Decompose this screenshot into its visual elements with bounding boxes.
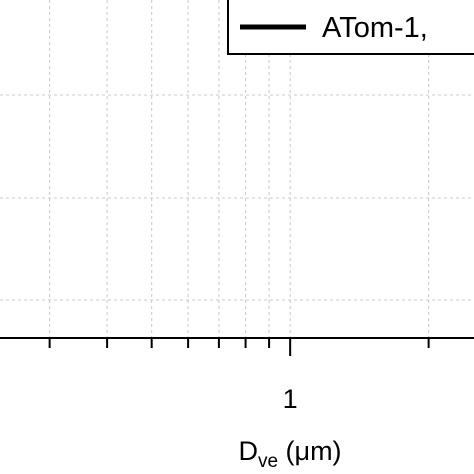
y-grid <box>0 94 474 301</box>
legend-label: ATom-1, <box>322 12 428 44</box>
x-label-main: D <box>238 436 258 466</box>
x-label-rest: (μm) <box>278 436 342 466</box>
legend: ATom-1, <box>227 0 474 55</box>
x-axis-label: Dve (μm) <box>238 436 341 472</box>
x-ticks: 1 <box>48 338 430 414</box>
x-grid <box>49 0 430 338</box>
x-tick-label: 1 <box>283 384 298 414</box>
x-label-sub: ve <box>258 451 278 472</box>
